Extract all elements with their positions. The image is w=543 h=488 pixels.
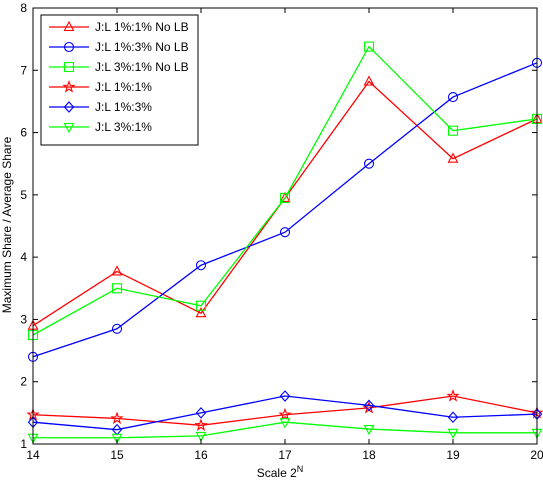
legend-entry: J:L 1%:1% No LB [49, 20, 189, 34]
legend-marker [63, 101, 75, 113]
data-point [279, 390, 291, 402]
data-point [279, 192, 291, 204]
series-line [33, 421, 537, 439]
y-tick-label: 1 [20, 437, 27, 451]
legend: J:L 1%:1% No LB J:L 1%:3% No LB J:L 3%:1% … [40, 14, 199, 146]
data-point [195, 300, 207, 311]
x-tick-label: 17 [278, 448, 292, 462]
y-tick-label: 2 [20, 375, 27, 389]
y-tick-label: 5 [20, 188, 27, 202]
x-axis-label: Scale 2N [257, 464, 304, 480]
x-tick-label: 18 [362, 448, 376, 462]
legend-label: J:L 1%:1% [95, 80, 152, 94]
x-tick-label: 15 [110, 448, 124, 462]
data-point [194, 418, 208, 431]
data-point [447, 92, 459, 103]
x-tick-label: 16 [194, 448, 208, 462]
series-line [32, 395, 538, 426]
data-point [111, 323, 123, 334]
legend-entry: J:L 1%:3% No LB [49, 40, 189, 54]
y-tick-label: 8 [20, 1, 27, 15]
legend-entry: J:L 1%:1% [49, 80, 152, 94]
x-tick-label: 20 [530, 448, 543, 462]
legend-marker [62, 80, 76, 93]
data-point [447, 428, 459, 439]
data-point [278, 407, 292, 421]
data-point [111, 433, 123, 444]
legend-entry: J:L 3%:1% No LB [49, 60, 189, 74]
data-point [111, 265, 123, 276]
series-line [32, 45, 538, 336]
data-point [447, 125, 459, 136]
legend-marker [63, 41, 75, 53]
data-point [279, 227, 291, 238]
y-tick-label: 4 [20, 250, 27, 264]
y-tick-label: 3 [20, 312, 27, 326]
data-point [446, 389, 460, 402]
legend-entry: J:L 1%:3% [49, 100, 152, 114]
axes: 14 15 16 17 18 19 20 1 2 3 4 5 6 7 8 [20, 1, 543, 462]
y-tick-label: 7 [20, 63, 27, 77]
y-axis-label: Maximum Share / Average Share [0, 136, 14, 313]
x-tick-label: 19 [446, 448, 460, 462]
legend-marker [63, 61, 75, 73]
y-tick-label: 6 [20, 126, 27, 140]
data-point [110, 411, 124, 425]
legend-label: J:L 1%:3% [95, 100, 152, 114]
data-point [447, 411, 459, 424]
x-tick-label: 14 [26, 448, 40, 462]
data-point [279, 191, 291, 203]
legend-entry: J:L 3%:1% [49, 120, 152, 134]
data-point [363, 41, 375, 52]
data-point [363, 425, 375, 436]
legend-marker [63, 20, 75, 32]
legend-label: J:L 3%:1% No LB [95, 60, 189, 74]
data-point [195, 260, 207, 271]
plot-area [26, 41, 543, 444]
legend-label: J:L 3%:1% [95, 120, 152, 134]
series-line [32, 395, 538, 431]
legend-marker [63, 122, 75, 134]
data-point [195, 407, 207, 419]
legend-label: J:L 1%:3% No LB [95, 40, 189, 54]
data-point [363, 75, 375, 86]
x-axis-label-superscript: N [297, 464, 304, 474]
data-point [447, 152, 459, 163]
data-point [111, 283, 123, 294]
data-point [363, 158, 375, 169]
series-line [32, 62, 538, 358]
data-point [363, 399, 375, 412]
data-point [195, 307, 207, 318]
legend-label: J:L 1%:1% No LB [95, 20, 189, 34]
data-point [279, 418, 291, 429]
data-point [195, 431, 207, 443]
